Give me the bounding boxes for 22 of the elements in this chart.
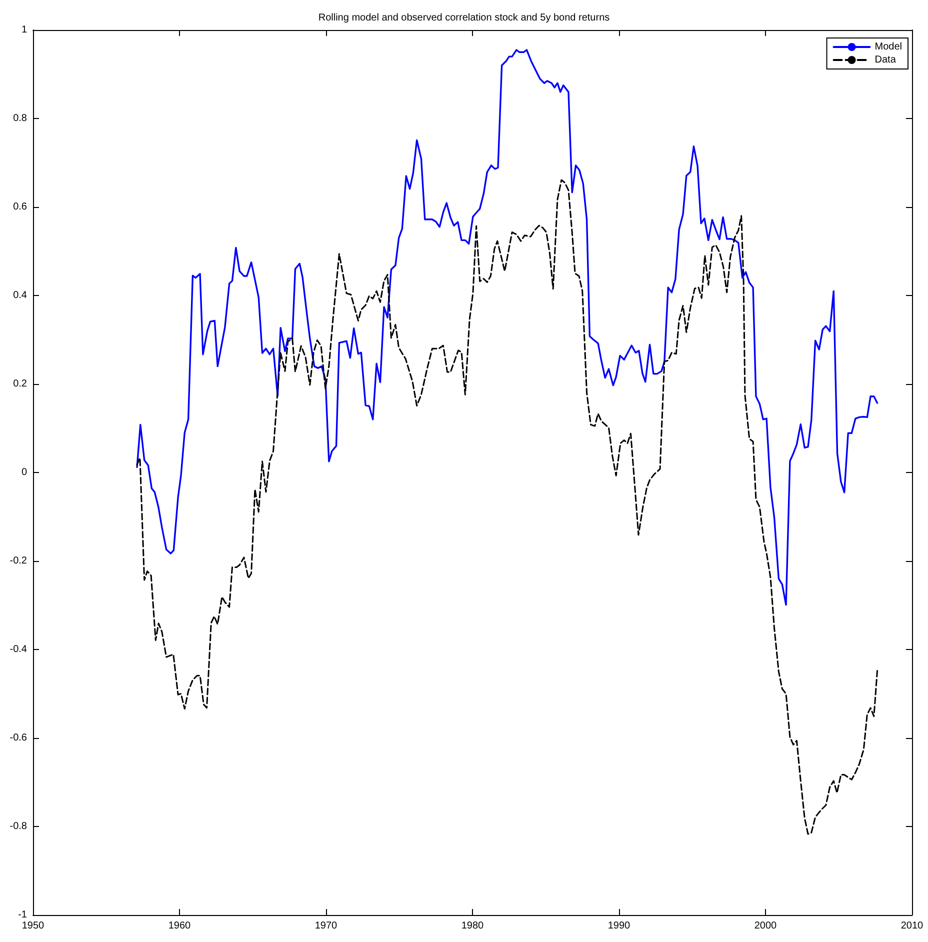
x-tick-label: 1950 [22, 920, 45, 932]
x-tick-label: 1990 [608, 920, 631, 932]
x-tick-label: 1980 [461, 920, 484, 932]
legend-label: Data [874, 54, 896, 66]
legend-label: Model [874, 42, 902, 52]
x-tick-label: 2000 [754, 920, 778, 932]
y-tick-label: 0.4 [13, 290, 28, 301]
x-tick-label: 2010 [900, 920, 924, 932]
chart-title: Rolling model and observed correlation stock and 5y bond returns [318, 12, 610, 24]
x-tick-label: 1960 [168, 920, 192, 932]
y-tick-label: -0.8 [10, 821, 28, 832]
y-tick-label: 0.8 [13, 113, 28, 124]
y-tick-label: -0.4 [10, 644, 28, 655]
line-series [136, 179, 878, 835]
y-tick-label: 0.6 [13, 202, 28, 212]
y-tick-label: 0 [21, 467, 28, 478]
y-tick-label: -1 [18, 910, 28, 920]
y-tick-label: 1 [21, 24, 28, 36]
x-tick-label: 1970 [314, 920, 338, 932]
y-tick-label: 0.2 [13, 378, 28, 390]
y-tick-label: -0.6 [10, 732, 28, 744]
y-tick-label: -0.2 [10, 556, 28, 566]
